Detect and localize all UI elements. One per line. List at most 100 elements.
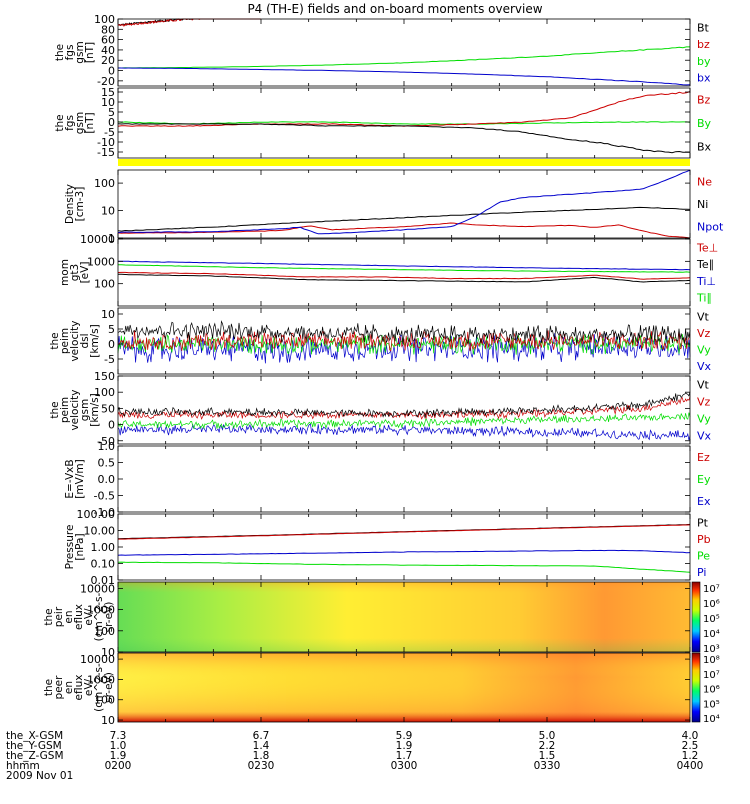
legend-label-Vz: Vz [697, 396, 711, 409]
y-tick-label: 0 [108, 116, 115, 129]
legend-label-Vz: Vz [697, 327, 711, 340]
y-tick-label: 0 [108, 65, 115, 78]
legend-label-bx: bx [697, 72, 711, 85]
ephemeris-row-label: hhmm [6, 760, 40, 772]
y-axis-label: dsl [79, 333, 91, 348]
y-axis-label: (cm^2-s- [93, 592, 105, 641]
panel-peer_spec: 10⁸ 10⁷ 10⁶ 10⁵ 10⁴ 10000 1000 100 10 thepeerenef… [43, 652, 720, 727]
series-Npot [117, 169, 691, 235]
y-axis-label: gsm [74, 112, 86, 134]
ephemeris-value: 6.7 [253, 730, 270, 742]
legend-label-Pe: Pe [697, 549, 710, 562]
legend-label-Ey: Ey [697, 473, 711, 486]
spectrogram-shading [118, 653, 690, 722]
y-tick-label: 0 [108, 419, 115, 432]
legend-label-Vt: Vt [697, 379, 710, 392]
y-axis-label: peer [53, 675, 65, 700]
legend-label-Vx: Vx [697, 360, 712, 373]
series-Vt [117, 391, 691, 419]
legend-label-Pb: Pb [697, 533, 711, 546]
colorbar-tick-label: 10⁵ [703, 614, 720, 625]
y-tick-label: 15 [101, 86, 115, 99]
legend-label-By: By [697, 117, 712, 130]
y-tick-label: 20 [101, 54, 115, 67]
y-tick-label: 10.00 [84, 525, 116, 538]
panels-group: 100806040200-20thefgsgsm[nT]Btbzbybx1510… [43, 13, 724, 727]
y-axis-label: fgs [64, 45, 76, 61]
quality-flag-bar [118, 159, 690, 166]
y-tick-label: 10000 [80, 653, 115, 666]
ephemeris-value: 0400 [677, 760, 704, 772]
ephemeris-value: 0230 [248, 760, 275, 772]
ephemeris-value: 1.0 [110, 740, 127, 752]
y-tick-label: 100 [94, 278, 115, 291]
series-Ne [117, 222, 691, 239]
y-axis-label: mom [59, 259, 71, 286]
ephemeris-value: 2.5 [682, 740, 699, 752]
y-tick-label: 1000 [87, 673, 115, 686]
y-axis-label: [km/s] [89, 393, 101, 427]
legend-label-bz: bz [697, 38, 710, 51]
ephemeris-value: 1.2 [682, 750, 699, 762]
y-tick-label: 1.00 [91, 541, 116, 554]
panel-pressure: 100.00 10.00 1.00 0.10 0.01 Pressure[nPa] Pt Pb… [64, 508, 711, 587]
series-Vx [117, 333, 691, 364]
series-by [117, 46, 690, 69]
y-tick-label: -10 [97, 136, 115, 149]
legend-label-by: by [697, 55, 711, 68]
y-axis-label: eV/ [83, 678, 95, 696]
y-axis-label: [eV] [79, 262, 91, 284]
y-axis-label: [nPa] [74, 533, 86, 560]
y-axis-label: en [63, 610, 75, 623]
y-tick-label: -0.5 [94, 490, 115, 503]
series-Vz [117, 330, 691, 352]
colorbar-tick-label: 10⁶ [703, 685, 720, 696]
series-Te⊥ [117, 271, 691, 280]
y-axis-label: peim [59, 397, 71, 423]
ephemeris-value: 0200 [105, 760, 132, 772]
series-Pe [117, 561, 691, 573]
y-axis-label: the [49, 332, 61, 349]
y-axis-label: sr-eV) [103, 672, 115, 703]
y-axis-label: the [43, 679, 55, 696]
series-bz [117, 18, 261, 27]
ephemeris-row-label: the_Y-GSM [6, 740, 62, 752]
legend-label-Te⊥: Te⊥ [696, 241, 718, 254]
y-axis-label: eV/ [83, 608, 95, 626]
y-tick-label: 5 [108, 323, 115, 336]
panel-peir_spec: 10⁷ 10⁶ 10⁵ 10⁴ 10³ 10000 1000 100 10 thepeirenef… [43, 581, 720, 659]
colorbar-tick-label: 10⁸ [703, 655, 720, 666]
y-axis-label: velocity [69, 320, 81, 361]
legend-label-Vt: Vt [697, 310, 710, 323]
y-axis-label: peim [59, 328, 71, 354]
y-tick-label: 40 [101, 44, 115, 57]
y-tick-label: 1 [108, 232, 115, 245]
y-tick-label: -15 [97, 146, 115, 159]
y-axis-label: [mV/m] [74, 459, 86, 498]
legend-label-Ni: Ni [697, 198, 708, 211]
legend-label-Pt: Pt [697, 516, 709, 529]
series-Bx [117, 123, 690, 154]
panel-quality_bar [118, 159, 690, 166]
y-axis-label: E=-VxB [64, 459, 76, 498]
panel-frame [117, 238, 691, 307]
legend-label-Bx: Bx [697, 140, 712, 153]
y-tick-label: 1.0 [98, 440, 116, 453]
y-tick-label: -20 [97, 75, 115, 88]
series-Ti⊥ [117, 260, 691, 271]
figure-title: P4 (TH-E) fields and on-board moments ov… [247, 2, 542, 16]
y-tick-label: 1000 [87, 255, 115, 268]
y-tick-label: 50 [101, 402, 115, 415]
y-tick-label: 100 [94, 177, 115, 190]
legend-label-Ne: Ne [697, 175, 712, 188]
legend-label-Npot: Npot [697, 221, 724, 234]
colorbar [691, 581, 701, 653]
y-tick-label: 80 [101, 23, 115, 36]
ephemeris-row-label: the_Z-GSM [6, 750, 64, 762]
legend-label-Te∥: Te∥ [696, 258, 714, 271]
legend-label-Ex: Ex [697, 495, 711, 508]
y-axis-label: [cm-3] [74, 187, 86, 222]
